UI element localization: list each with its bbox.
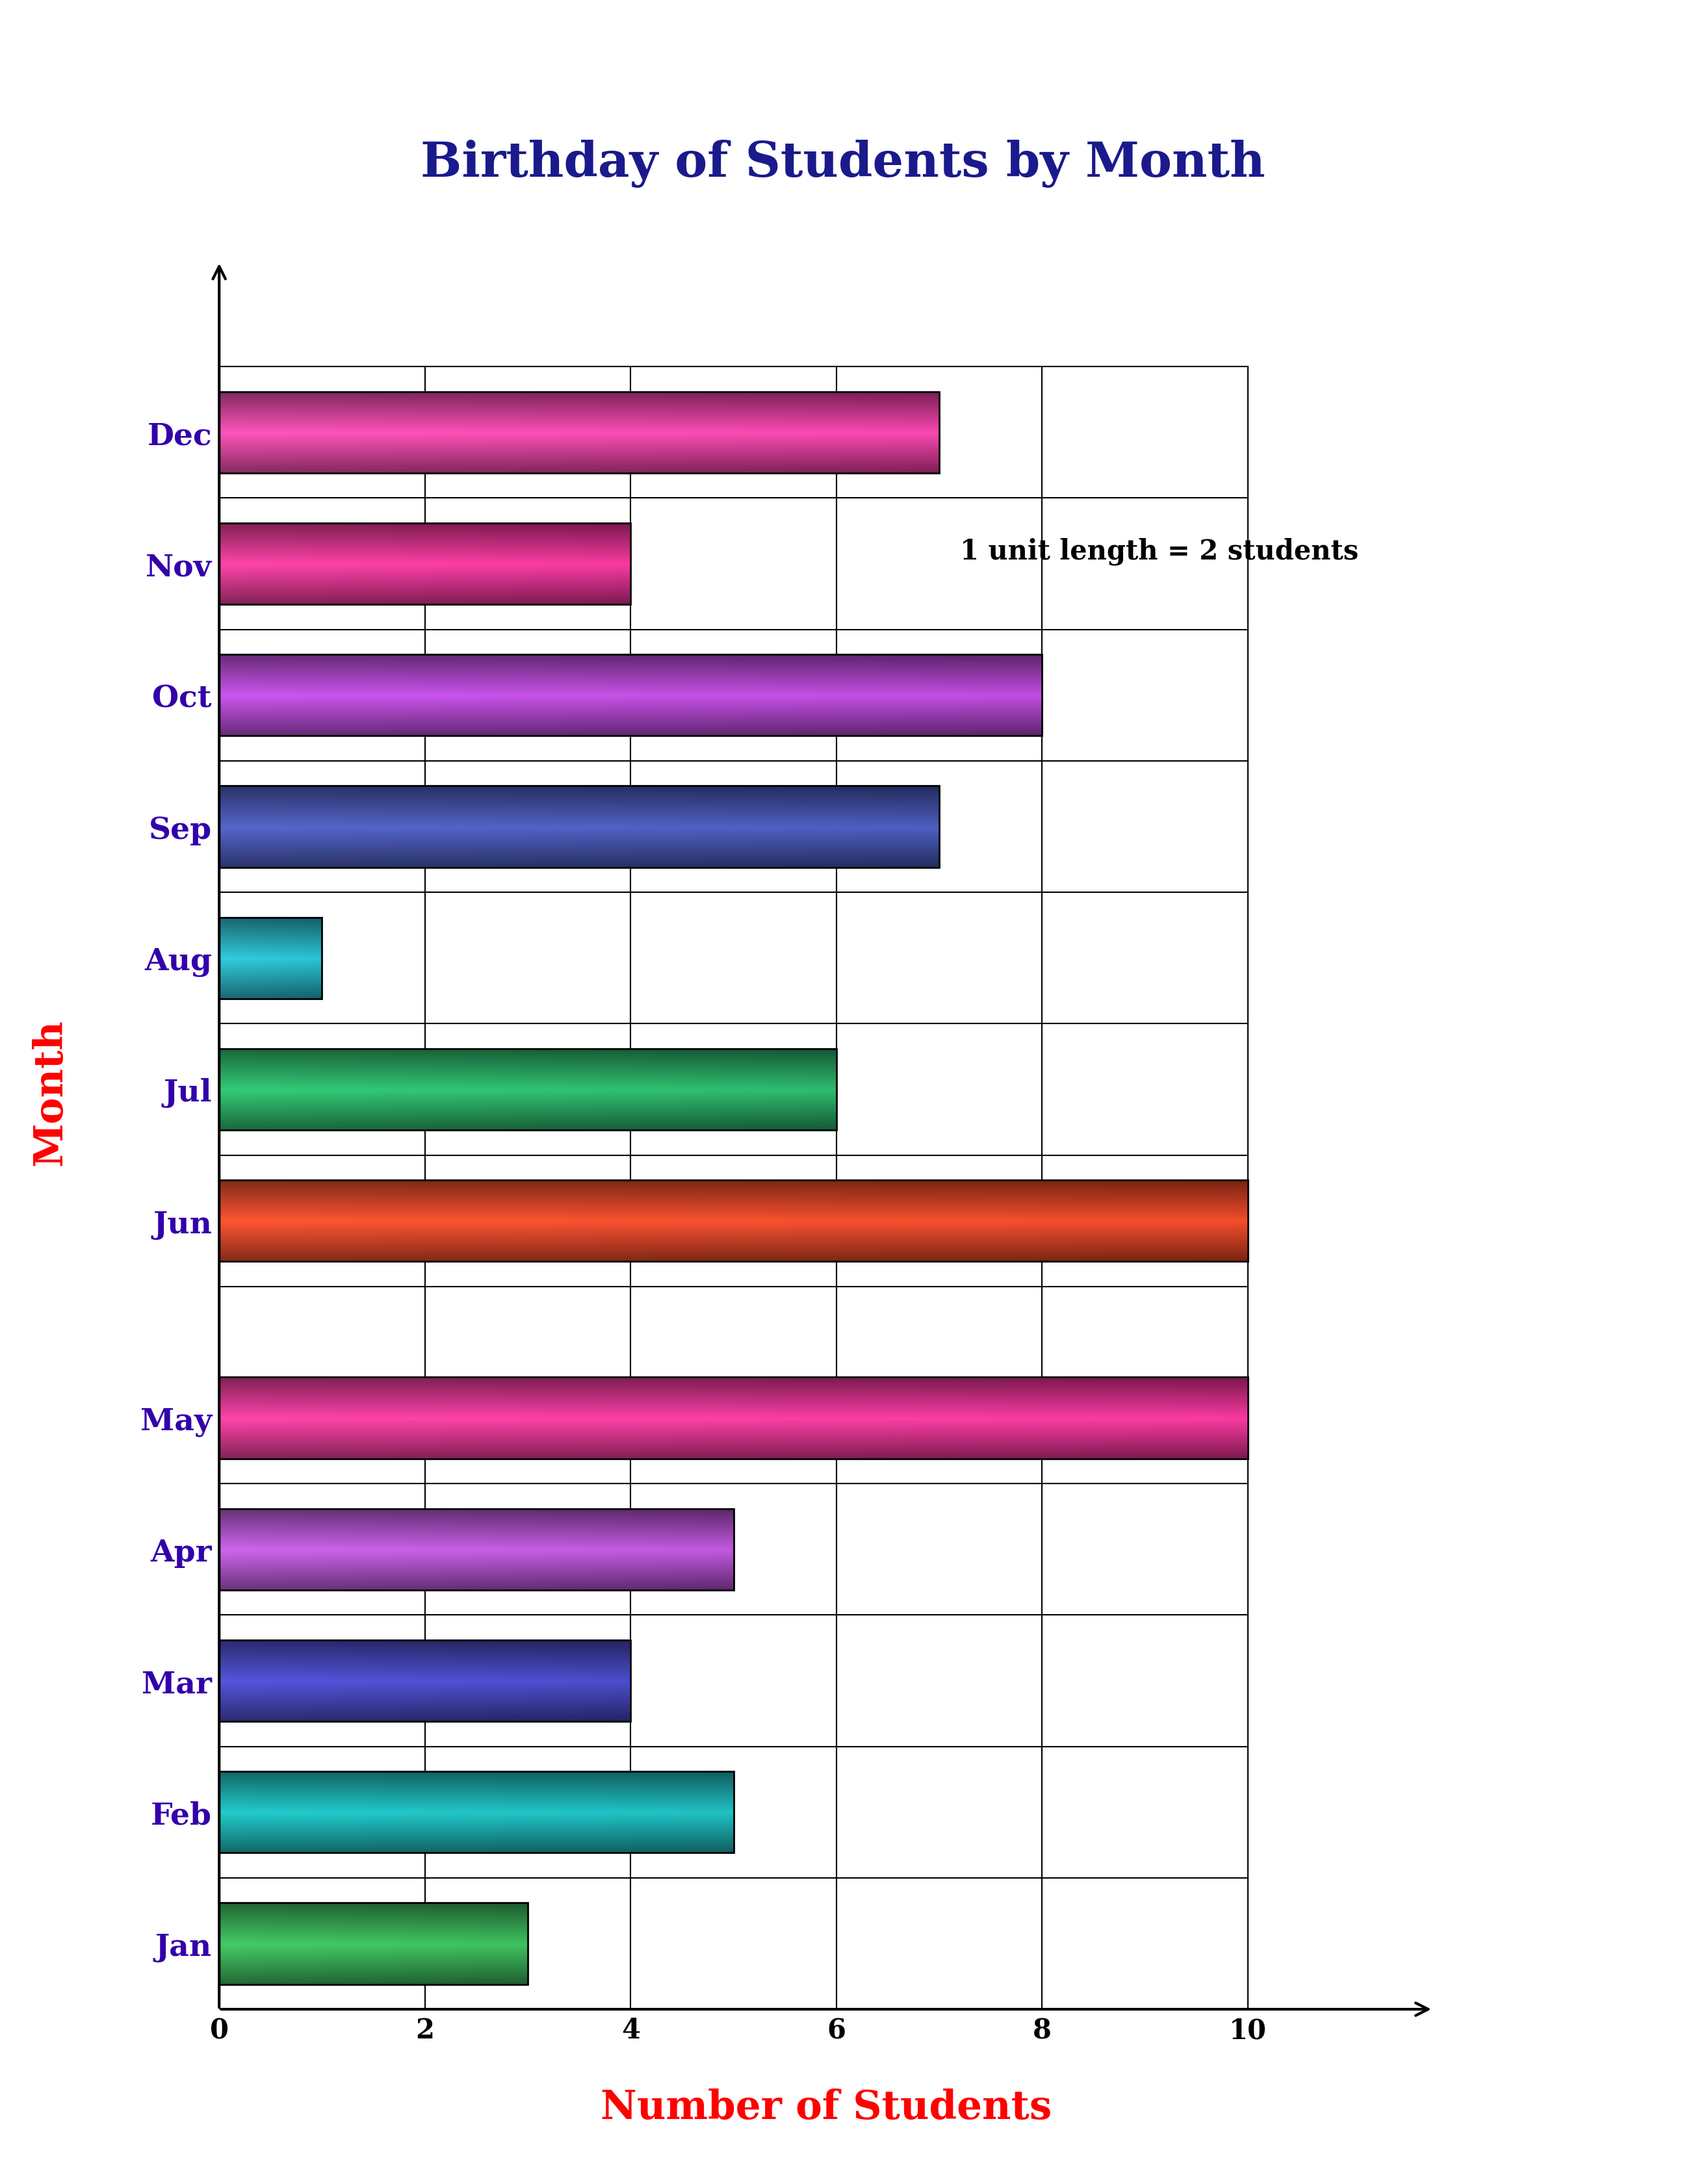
Bar (219, 655, 1042, 736)
Bar (219, 1771, 733, 1852)
Bar (219, 1048, 836, 1131)
Bar (219, 786, 939, 867)
Bar (219, 1378, 1248, 1459)
Bar (219, 524, 631, 605)
Bar (219, 1509, 733, 1590)
Bar (219, 1902, 528, 1985)
Text: Birthday of Students by Month: Birthday of Students by Month (420, 140, 1266, 188)
Bar (219, 917, 322, 998)
Text: Month: Month (30, 1018, 71, 1166)
Bar (219, 1640, 631, 1721)
Bar (219, 1179, 1248, 1262)
Text: 1 unit length = 2 students: 1 unit length = 2 students (959, 537, 1359, 566)
Bar (219, 393, 939, 474)
Text: Number of Students: Number of Students (600, 2088, 1052, 2127)
